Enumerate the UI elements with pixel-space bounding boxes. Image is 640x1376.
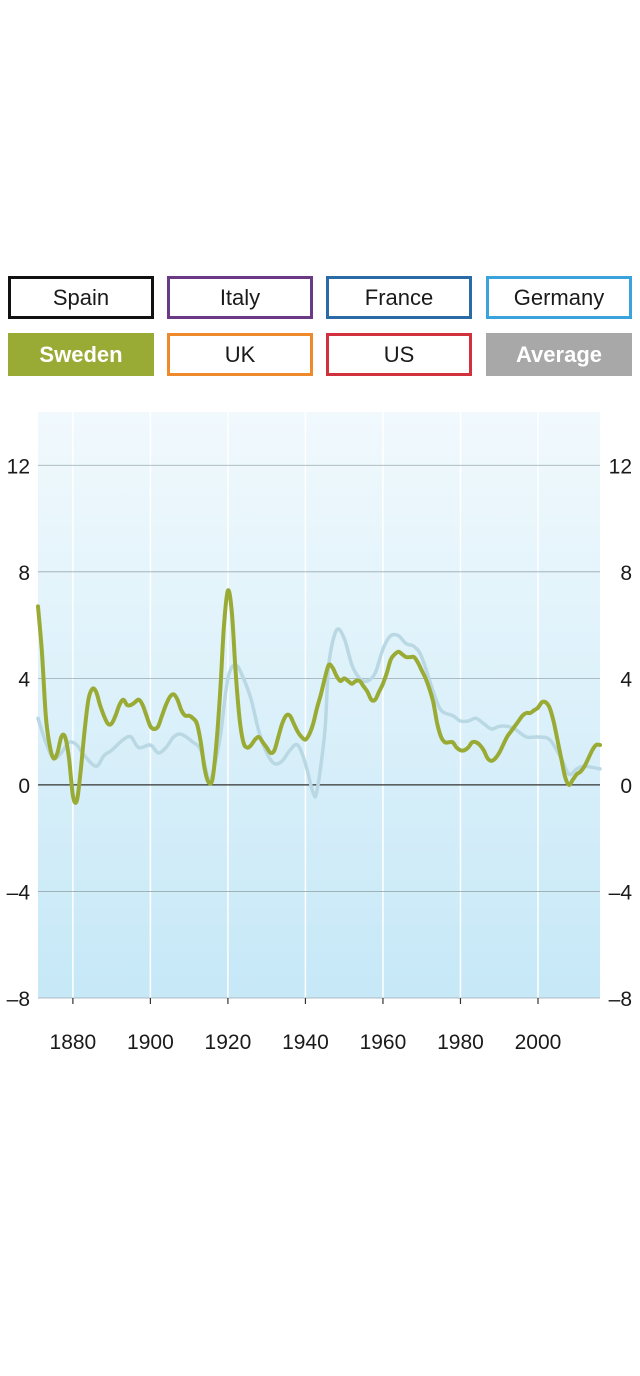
series-lines bbox=[36, 588, 602, 805]
y-axis-right: 12 8 4 0 –4 –8 bbox=[609, 455, 633, 1011]
x-axis: 1880 1900 1920 1940 1960 1980 2000 bbox=[50, 998, 562, 1054]
y-tick-label-right: 8 bbox=[620, 562, 632, 585]
y-tick-label-right: 0 bbox=[620, 775, 632, 798]
germany-button[interactable]: Germany bbox=[486, 276, 632, 319]
y-tick-label-left: 0 bbox=[18, 775, 30, 798]
x-tick-label: 2000 bbox=[515, 1031, 562, 1054]
average-button[interactable]: Average bbox=[486, 333, 632, 376]
x-tick-label: 1880 bbox=[50, 1031, 97, 1054]
sweden-series-line bbox=[36, 588, 602, 805]
y-tick-label-right: 4 bbox=[620, 668, 632, 691]
y-tick-label-left: –4 bbox=[7, 881, 31, 904]
y-tick-label-left: 4 bbox=[18, 668, 30, 691]
vertical-gridlines bbox=[72, 412, 539, 998]
y-tick-label-left: 8 bbox=[18, 562, 30, 585]
x-tick-label: 1960 bbox=[360, 1031, 407, 1054]
y-tick-label-left: –8 bbox=[7, 988, 30, 1011]
spain-button[interactable]: Spain bbox=[8, 276, 154, 319]
y-tick-label-left: 12 bbox=[7, 455, 30, 478]
x-tick-label: 1940 bbox=[282, 1031, 329, 1054]
y-tick-label-right: –4 bbox=[609, 881, 633, 904]
x-tick-label: 1920 bbox=[205, 1031, 252, 1054]
x-tick-label: 1980 bbox=[437, 1031, 484, 1054]
y-tick-label-right: –8 bbox=[609, 988, 632, 1011]
sweden-button[interactable]: Sweden bbox=[8, 333, 154, 376]
y-tick-label-right: 12 bbox=[609, 455, 632, 478]
uk-button[interactable]: UK bbox=[167, 333, 313, 376]
italy-button[interactable]: Italy bbox=[167, 276, 313, 319]
country-selector: Spain Italy France Germany Sweden UK US … bbox=[0, 276, 640, 380]
france-button[interactable]: France bbox=[326, 276, 472, 319]
us-button[interactable]: US bbox=[326, 333, 472, 376]
x-tick-label: 1900 bbox=[127, 1031, 174, 1054]
average-series-line bbox=[36, 627, 602, 799]
y-axis-left: 12 8 4 0 –4 –8 bbox=[7, 455, 31, 1011]
line-chart: 12 8 4 0 –4 –8 12 8 4 0 –4 –8 1880 1900 1920 1940 1960… bbox=[7, 412, 633, 1054]
